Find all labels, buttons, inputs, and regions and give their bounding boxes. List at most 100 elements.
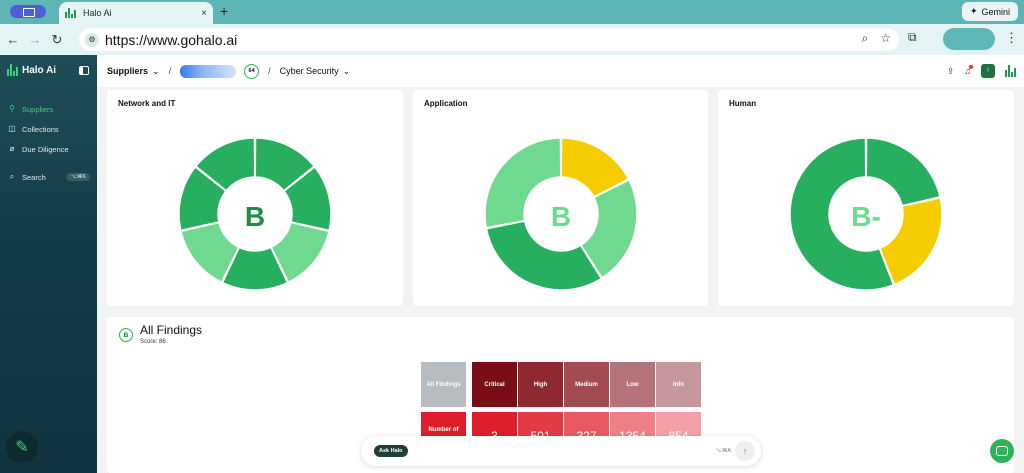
grid-column-header: Critical <box>472 362 517 407</box>
donut-segment[interactable] <box>580 178 638 279</box>
search-icon: ⌕ <box>9 172 15 181</box>
topbar-actions: ⇪ ♫ ! <box>947 64 1016 78</box>
donut-segment[interactable] <box>283 165 332 232</box>
send-arrow-icon[interactable]: ↑ <box>735 441 755 461</box>
grid-column-header: Low <box>610 362 655 407</box>
new-tab-button[interactable]: + <box>220 3 229 19</box>
browser-toolbar: ← → ↻ ⚙ https://www.gohalo.ai ⌕ ☆ ⧉ <box>0 24 1024 55</box>
sidebar-item-label: Suppliers <box>22 104 54 114</box>
supplier-name-redacted <box>180 64 237 78</box>
donut-segment[interactable] <box>194 137 256 192</box>
grid-column-header: Medium <box>564 362 609 407</box>
notification-bell-icon[interactable]: ♫ <box>964 65 973 76</box>
tab-close-icon[interactable]: × <box>201 7 207 19</box>
card-title: Application <box>424 99 468 108</box>
sidebar-item-due-diligence[interactable]: ⌀ Due Diligence <box>8 139 90 159</box>
sidebar-nav: ⚲ Suppliers ◫ Collections ⌀ Due Diligenc… <box>8 99 90 187</box>
donut-chart: B <box>484 137 638 291</box>
sidebar: Halo Ai ⚲ Suppliers ◫ Collections ⌀ Due … <box>0 55 97 473</box>
collections-icon: ◫ <box>8 124 16 133</box>
chevron-down-icon: ⌄ <box>152 65 160 76</box>
browser-menu-icon[interactable]: ⋮ <box>1005 30 1018 45</box>
breadcrumb: Suppliers ⌄ / 64 / Cyber Security ⌄ ⇪ ♫ … <box>97 55 1024 87</box>
gemini-label: Gemini <box>981 6 1010 17</box>
brand-name: Halo Ai <box>22 64 57 76</box>
tab-title: Halo Ai <box>83 8 112 18</box>
back-arrow-icon[interactable]: ← <box>6 32 20 47</box>
sidebar-item-search[interactable]: ⌕ Search ⌥⌘K <box>8 167 90 187</box>
grid-column-header: Info <box>656 362 701 407</box>
donut-segment[interactable] <box>254 137 316 192</box>
card-human: Human B- <box>718 90 1014 306</box>
breadcrumb-separator: / <box>268 66 271 76</box>
compose-pencil-button[interactable]: ✎ <box>6 431 38 463</box>
halo-favicon-icon <box>65 8 77 18</box>
sidebar-item-suppliers[interactable]: ⚲ Suppliers <box>8 99 90 119</box>
ask-halo-chip[interactable]: Ask Halo <box>374 445 408 457</box>
grid-row-header: All Findings <box>421 362 466 407</box>
browser-tab[interactable]: Halo Ai × <box>59 2 213 24</box>
halo-logo-icon <box>1005 65 1016 77</box>
workspace-tab-icon[interactable] <box>10 5 46 18</box>
donut-segment[interactable] <box>878 197 943 286</box>
breadcrumb-root-label: Suppliers <box>107 66 149 76</box>
halo-logo-icon <box>7 64 18 76</box>
tab-search-icon[interactable]: ⧉ <box>908 30 917 44</box>
reload-icon[interactable]: ↻ <box>51 31 63 47</box>
donut-segment[interactable] <box>485 220 603 291</box>
breadcrumb-section-label: Cyber Security <box>279 66 339 76</box>
sidebar-item-collections[interactable]: ◫ Collections <box>8 119 90 139</box>
card-network-and-it: Network and IT B <box>107 90 403 306</box>
grid-column-header: High <box>518 362 563 407</box>
due-diligence-icon: ⌀ <box>9 144 15 153</box>
donut-segment[interactable] <box>560 137 630 198</box>
suppliers-icon: ⚲ <box>9 104 15 113</box>
card-title: Human <box>729 99 757 108</box>
brand[interactable]: Halo Ai <box>7 64 56 76</box>
search-shortcut-badge: ⌥⌘K <box>66 173 90 181</box>
chat-bubble-button[interactable] <box>990 439 1014 463</box>
grade-label: B <box>551 201 571 232</box>
donut-segment[interactable] <box>270 221 330 284</box>
donut-segment[interactable] <box>221 246 289 291</box>
findings-score: Score: 86 <box>140 339 166 345</box>
bookmark-star-icon[interactable]: ☆ <box>880 31 891 45</box>
donut-segment[interactable] <box>865 137 941 207</box>
donut-segment[interactable] <box>484 137 562 229</box>
main-content: Suppliers ⌄ / 64 / Cyber Security ⌄ ⇪ ♫ … <box>97 55 1024 473</box>
sparkle-icon: ✦ <box>969 6 978 16</box>
zoom-icon[interactable]: ⌕ <box>861 31 869 45</box>
breadcrumb-suppliers[interactable]: Suppliers ⌄ <box>107 66 160 77</box>
grade-label: B <box>245 201 265 232</box>
donut-segment[interactable] <box>178 165 227 232</box>
url-text[interactable]: https://www.gohalo.ai <box>105 31 238 48</box>
browser-tab-bar: Halo Ai × + ✦ Gemini <box>0 0 1024 24</box>
address-bar[interactable]: ⚙ https://www.gohalo.ai ⌕ ☆ <box>79 28 899 51</box>
sidebar-item-label: Search <box>22 172 46 182</box>
supplier-score-badge: 64 <box>244 63 260 79</box>
donut-chart: B- <box>789 137 943 291</box>
sidebar-item-label: Due Diligence <box>22 144 69 154</box>
findings-grade-badge: B <box>119 328 133 342</box>
profile-button[interactable] <box>943 28 995 50</box>
donut-segment[interactable] <box>180 221 240 284</box>
donut-chart: B <box>178 137 332 291</box>
sidebar-collapse-icon[interactable] <box>79 66 89 75</box>
share-icon[interactable]: ⇪ <box>946 65 955 76</box>
breadcrumb-separator: / <box>168 66 172 76</box>
donut-segment[interactable] <box>789 137 895 291</box>
grade-label: B- <box>851 201 881 232</box>
card-title: Network and IT <box>118 99 176 108</box>
forward-arrow-icon[interactable]: → <box>28 32 42 47</box>
ask-shortcut-label: ⌥⌘A <box>715 448 731 454</box>
chevron-down-icon: ⌄ <box>342 65 351 76</box>
avatar[interactable]: ! <box>981 64 995 78</box>
findings-title: All Findings <box>140 323 203 337</box>
card-application: Application B <box>413 90 708 306</box>
gemini-button[interactable]: ✦ Gemini <box>961 2 1018 21</box>
breadcrumb-supplier[interactable]: 64 <box>180 63 260 79</box>
sidebar-item-label: Collections <box>22 124 59 134</box>
ask-halo-bar[interactable]: Ask Halo ⌥⌘A ↑ <box>361 436 761 466</box>
site-info-icon[interactable]: ⚙ <box>85 32 99 47</box>
breadcrumb-section[interactable]: Cyber Security ⌄ <box>280 66 351 77</box>
